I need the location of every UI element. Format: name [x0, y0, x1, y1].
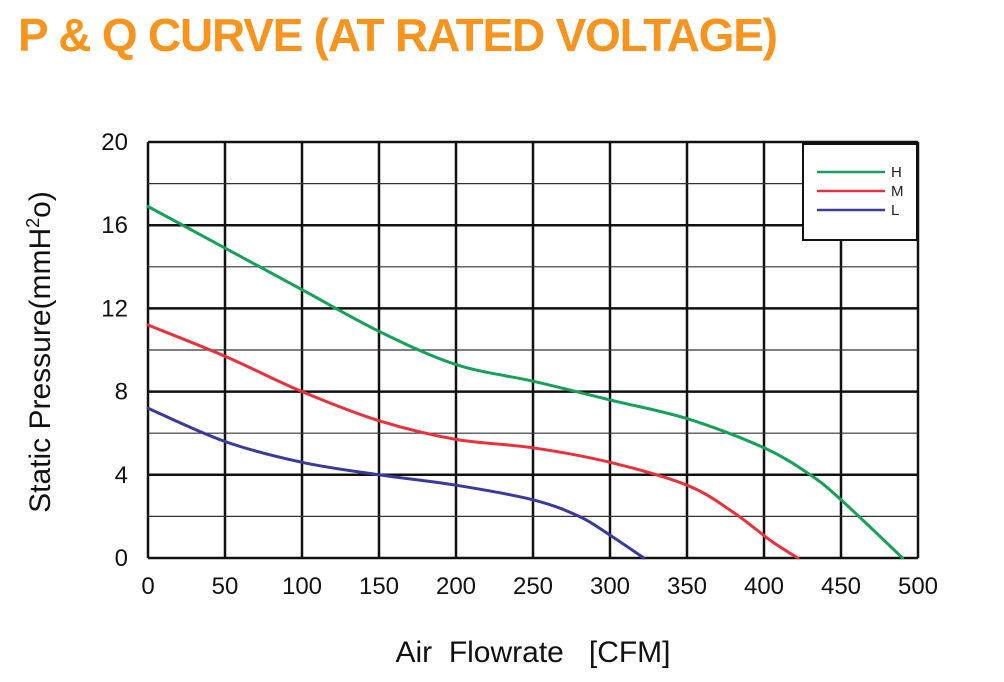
y-tick-label: 8: [115, 379, 128, 406]
x-tick-label: 400: [744, 573, 784, 600]
x-tick-labels: 0 50 100 150 200 250 300 350 400 450 500: [141, 573, 938, 600]
series-line-h: [146, 205, 905, 560]
x-tick-label: 50: [212, 573, 239, 600]
x-tick-label: 100: [282, 573, 322, 600]
legend-label-l: L: [891, 202, 899, 219]
x-tick-label: 150: [359, 573, 399, 600]
y-tick-label: 16: [101, 212, 128, 239]
x-axis-title: Air Flowrate [CFM]: [395, 636, 670, 669]
y-tick-label: 0: [115, 545, 128, 572]
y-tick-label: 4: [115, 462, 128, 489]
x-tick-label: 250: [513, 573, 553, 600]
y-tick-label: 20: [101, 129, 128, 156]
x-tick-label: 0: [141, 573, 154, 600]
y-axis-title-sup: 2: [23, 218, 43, 228]
series-line-l: [146, 406, 646, 560]
x-tick-label: 450: [821, 573, 861, 600]
y-axis-title-main: Static Pressure(mmH: [24, 228, 57, 513]
y-tick-label: 12: [101, 295, 128, 322]
x-tick-label: 350: [667, 573, 707, 600]
y-tick-labels: 0 4 8 12 16 20: [101, 129, 128, 572]
y-axis-title: Static Pressure(mmH2o): [23, 191, 57, 513]
chart-title: P & Q CURVE (AT RATED VOLTAGE): [18, 9, 778, 61]
legend-label-h: H: [891, 164, 902, 181]
series-line-m: [146, 323, 800, 560]
x-tick-label: 200: [436, 573, 476, 600]
x-tick-label: 500: [898, 573, 938, 600]
legend-label-m: M: [891, 183, 904, 200]
series-lines: [146, 205, 905, 560]
y-axis-title-end: o): [24, 191, 57, 218]
x-tick-label: 300: [590, 573, 630, 600]
legend: HML: [802, 143, 918, 241]
chart-grid: [146, 140, 920, 560]
